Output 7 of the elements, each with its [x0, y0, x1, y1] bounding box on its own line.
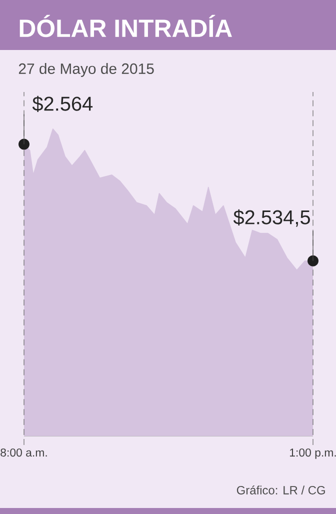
- chart-subtitle: 27 de Mayo de 2015: [18, 63, 154, 77]
- x-tick-label: 1:00 p.m.: [290, 448, 336, 459]
- text: Gráfico: LR / CG: [236, 486, 325, 494]
- chart-title: DÓLAR INTRADÍA: [20, 14, 232, 38]
- x-tick-label: 8:00 a.m.: [0, 448, 47, 457]
- annotation: $2.534,5: [233, 209, 310, 227]
- annotation: $2.564: [32, 96, 93, 112]
